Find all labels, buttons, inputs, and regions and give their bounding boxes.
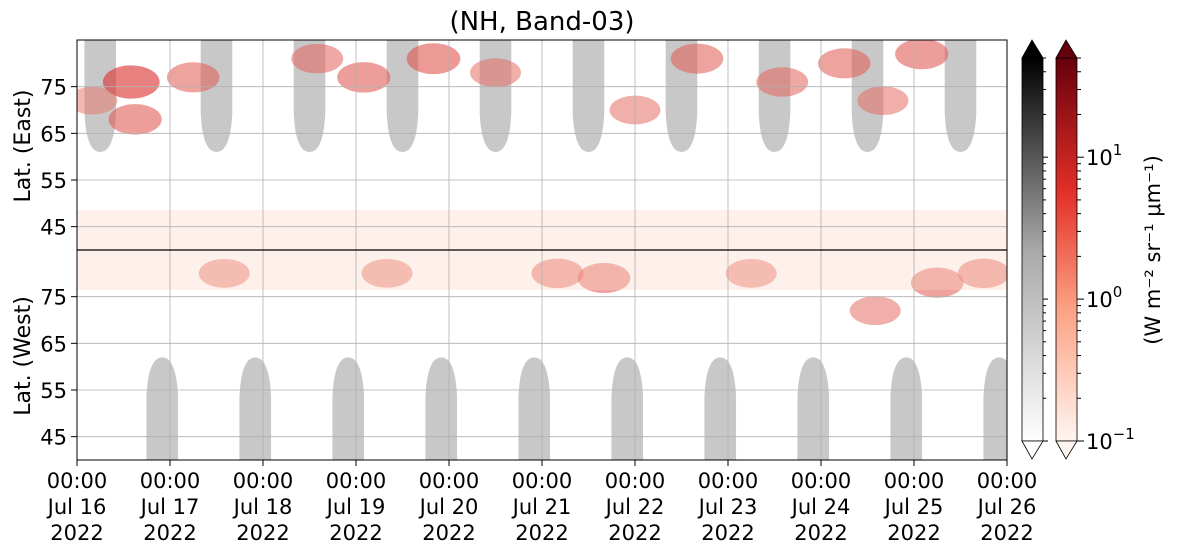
x-tick-label-time-3: 00:00 bbox=[326, 469, 387, 493]
plot-area bbox=[76, 39, 1008, 461]
y-tick-label-west-3: 45 bbox=[40, 426, 67, 450]
x-tick-label-time-8: 00:00 bbox=[791, 469, 852, 493]
emission-patch-8 bbox=[406, 43, 461, 75]
daylight-region-west-3 bbox=[425, 357, 458, 460]
colorbar-grey-body bbox=[1021, 57, 1044, 442]
x-tick-label-time-4: 00:00 bbox=[419, 469, 480, 493]
emission-patch-16 bbox=[817, 48, 871, 79]
y-tick-label-east-2: 65 bbox=[40, 122, 67, 146]
emission-patch-17 bbox=[849, 296, 901, 326]
x-tick-label-time-1: 00:00 bbox=[140, 469, 201, 493]
chart-title: (NH, Band-03) bbox=[449, 7, 634, 37]
daylight-region-west-5 bbox=[611, 357, 644, 460]
x-tick-label-year-5: 2022 bbox=[515, 521, 568, 545]
colorbar-red-ticks: 10−1 100 101 bbox=[1077, 57, 1135, 454]
emission-patch-10 bbox=[531, 258, 584, 289]
y-tick-label-east-1: 55 bbox=[40, 169, 67, 193]
y-tick-label-east-3: 75 bbox=[40, 76, 67, 100]
x-tick-label-time-2: 00:00 bbox=[233, 469, 294, 493]
emission-patch-9 bbox=[470, 58, 521, 88]
emission-patch-5 bbox=[291, 43, 344, 74]
daylight-region-east-5 bbox=[572, 40, 605, 152]
daylight-region-east-9 bbox=[944, 40, 977, 152]
colorbar-red-tick-label-1: 100 bbox=[1086, 283, 1122, 312]
x-tick-label-year-0: 2022 bbox=[50, 521, 103, 545]
x-tick-label-time-10: 00:00 bbox=[977, 469, 1038, 493]
x-tick-label-date-5: Jul 21 bbox=[511, 495, 572, 519]
colorbar-red: 10−1 100 101 bbox=[1055, 39, 1135, 460]
x-tick-label-time-9: 00:00 bbox=[884, 469, 945, 493]
emission-patch-19 bbox=[895, 40, 949, 70]
emission-patch-21 bbox=[957, 258, 1007, 289]
daylight-region-west-2 bbox=[332, 357, 365, 460]
colorbar-red-extend-top bbox=[1055, 39, 1078, 59]
daylight-region-east-4 bbox=[479, 40, 512, 152]
emission-patch-1 bbox=[108, 104, 162, 135]
x-tick-label-year-2: 2022 bbox=[236, 521, 289, 545]
x-tick-label-time-0: 00:00 bbox=[47, 469, 108, 493]
x-tick-label-date-6: Jul 22 bbox=[604, 495, 665, 519]
y-tick-label-east-0: 45 bbox=[40, 216, 67, 240]
x-tick-label-time-5: 00:00 bbox=[512, 469, 573, 493]
x-tick-label-date-8: Jul 24 bbox=[790, 495, 851, 519]
colorbar-red-body bbox=[1055, 57, 1078, 442]
x-tick-label-date-1: Jul 17 bbox=[139, 495, 200, 519]
colorbar-label: (W m⁻² sr⁻¹ μm⁻¹) bbox=[1141, 155, 1165, 345]
emission-patch-13 bbox=[670, 43, 724, 74]
emission-patch-4 bbox=[198, 258, 250, 288]
colorbar-grey-extend-bottom bbox=[1021, 440, 1044, 460]
colorbar-red-extend-bottom bbox=[1055, 440, 1078, 460]
colorbar-grey bbox=[1021, 39, 1048, 460]
y-axis-label-west: Lat. (West) bbox=[11, 296, 36, 416]
daylight-region-east-1 bbox=[200, 40, 233, 152]
x-tick-label-date-9: Jul 25 bbox=[883, 495, 944, 519]
emission-patch-6 bbox=[337, 62, 391, 93]
colorbar-red-tick-label-0: 10−1 bbox=[1086, 425, 1135, 454]
y-axis-ticks: 45 55 65 75 75 65 55 45 bbox=[40, 76, 77, 450]
daylight-region-west-8 bbox=[890, 357, 923, 460]
y-tick-label-west-1: 65 bbox=[40, 332, 67, 356]
emission-patch-0 bbox=[102, 65, 160, 99]
x-tick-label-date-4: Jul 20 bbox=[418, 495, 479, 519]
x-tick-label-date-3: Jul 19 bbox=[325, 495, 386, 519]
colorbar-grey-extend-top bbox=[1021, 39, 1044, 59]
x-tick-label-year-6: 2022 bbox=[608, 521, 661, 545]
emission-patch-20 bbox=[910, 267, 964, 298]
x-tick-label-year-9: 2022 bbox=[887, 521, 940, 545]
x-tick-label-year-4: 2022 bbox=[422, 521, 475, 545]
x-tick-label-year-10: 2022 bbox=[980, 521, 1033, 545]
x-tick-label-date-7: Jul 23 bbox=[697, 495, 758, 519]
y-tick-label-west-0: 75 bbox=[40, 286, 67, 310]
daylight-region-west-4 bbox=[518, 357, 551, 460]
x-tick-label-date-2: Jul 18 bbox=[232, 495, 293, 519]
x-tick-label-time-6: 00:00 bbox=[605, 469, 666, 493]
emission-patch-15 bbox=[756, 67, 809, 97]
emission-patch-7 bbox=[361, 258, 413, 288]
y-tick-label-west-2: 55 bbox=[40, 379, 67, 403]
emission-patch-18 bbox=[857, 86, 909, 116]
x-tick-label-date-0: Jul 16 bbox=[46, 495, 107, 519]
daylight-region-west-1 bbox=[239, 357, 272, 460]
emission-patch-11 bbox=[577, 262, 631, 294]
daylight-region-east-3 bbox=[386, 40, 419, 152]
emission-patch-2 bbox=[77, 86, 118, 115]
y-axis-label-east: Lat. (East) bbox=[11, 90, 36, 203]
colorbar-red-tick-label-2: 101 bbox=[1086, 141, 1122, 170]
emission-patch-14 bbox=[725, 258, 777, 288]
x-tick-label-year-7: 2022 bbox=[701, 521, 754, 545]
x-tick-label-date-10: Jul 26 bbox=[976, 495, 1037, 519]
x-tick-label-year-1: 2022 bbox=[143, 521, 196, 545]
emission-patch-3 bbox=[166, 62, 220, 93]
x-tick-label-time-7: 00:00 bbox=[698, 469, 759, 493]
x-tick-label-year-3: 2022 bbox=[329, 521, 382, 545]
colorbar-grey-minor-ticks bbox=[1043, 57, 1048, 442]
daylight-region-west-0 bbox=[146, 357, 179, 460]
x-tick-label-year-8: 2022 bbox=[794, 521, 847, 545]
daylight-region-west-7 bbox=[797, 357, 830, 460]
daylight-region-west-6 bbox=[704, 357, 737, 460]
daylight-region-west-9 bbox=[983, 357, 1007, 460]
